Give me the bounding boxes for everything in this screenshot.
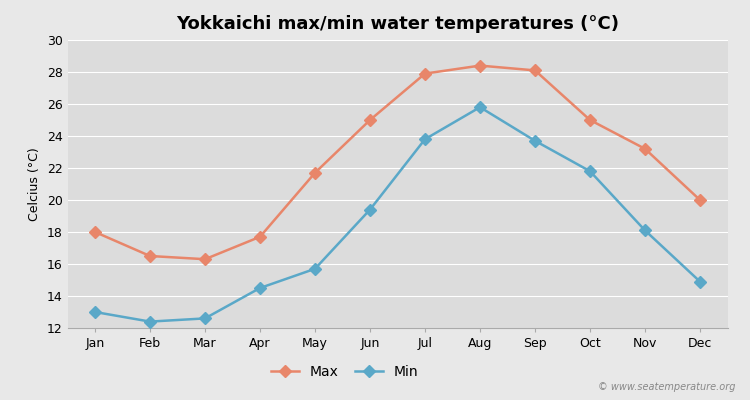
Title: Yokkaichi max/min water temperatures (°C): Yokkaichi max/min water temperatures (°C…: [176, 15, 619, 33]
Max: [91, 230, 100, 234]
Max: [530, 68, 539, 73]
Min: [91, 310, 100, 314]
Min: [640, 228, 650, 233]
Min: [421, 137, 430, 142]
Line: Max: Max: [91, 62, 704, 263]
Y-axis label: Celcius (°C): Celcius (°C): [28, 147, 41, 221]
Max: [476, 63, 484, 68]
Max: [365, 118, 374, 122]
Min: [476, 105, 484, 110]
Min: [365, 207, 374, 212]
Legend: Max, Min: Max, Min: [266, 359, 424, 384]
Min: [695, 279, 704, 284]
Max: [146, 254, 154, 258]
Max: [256, 234, 265, 239]
Text: © www.seatemperature.org: © www.seatemperature.org: [598, 382, 735, 392]
Min: [146, 319, 154, 324]
Min: [256, 286, 265, 290]
Max: [640, 146, 650, 151]
Line: Min: Min: [91, 103, 704, 326]
Max: [586, 118, 595, 122]
Max: [310, 170, 320, 175]
Min: [586, 169, 595, 174]
Max: [695, 198, 704, 202]
Max: [200, 257, 209, 262]
Min: [200, 316, 209, 321]
Min: [530, 138, 539, 143]
Max: [421, 71, 430, 76]
Min: [310, 266, 320, 271]
